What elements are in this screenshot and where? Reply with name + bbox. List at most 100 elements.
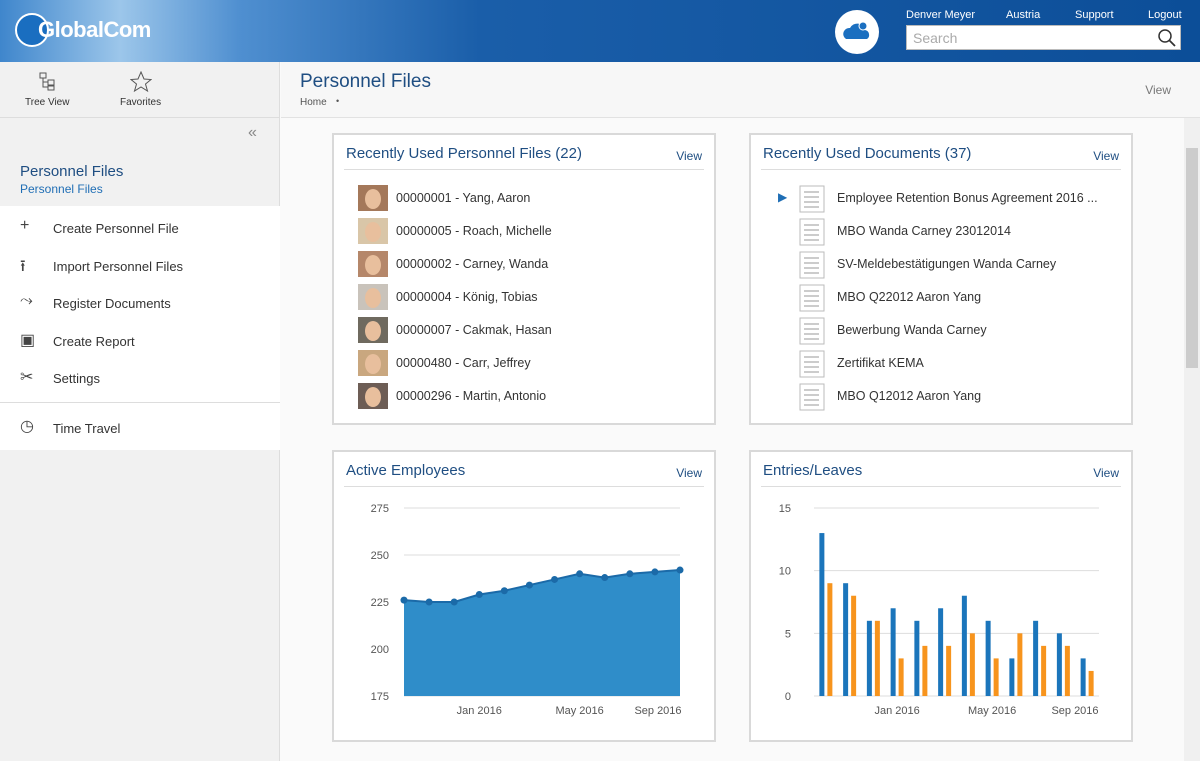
bar [922,645,928,696]
menu-label: Register Documents [53,296,171,311]
list-item[interactable]: 00000296 - Martin, Antonio [334,383,714,411]
menu-icon: ✂ [20,369,34,386]
y-tick-label: 250 [371,550,389,562]
menu-label: Settings [53,371,100,386]
list-item[interactable]: 00000004 - König, Tobias [334,284,714,312]
bar [874,620,880,696]
menu-icon: ◷ [20,418,34,435]
collapse-icon[interactable]: « [248,124,257,141]
scroll-thumb[interactable] [1186,148,1198,368]
list-item[interactable]: 00000480 - Carr, Jeffrey [334,350,714,378]
menu-item[interactable]: ▣ Create Report [0,324,280,361]
menu-item[interactable]: ✂ Settings [0,361,280,398]
list-item[interactable]: Bewerbung Wanda Carney [751,317,1131,345]
favorites[interactable]: Favorites [120,97,162,108]
menu-item[interactable]: + Create Personnel File [0,211,280,248]
x-tick-label: May 2016 [968,705,1016,717]
list-item[interactable]: MBO Q22012 Aaron Yang [751,284,1131,312]
item-label: 00000007 - Cakmak, Hasan [396,323,552,337]
header: GlobalCom Denver Meyer Austria Support L… [0,0,1200,62]
star-icon[interactable] [130,71,152,93]
menu-item[interactable]: ⤳ Register Documents [0,286,280,323]
menu-icon: ▣ [20,331,36,349]
panel-title: Recently Used Personnel Files (22) [346,145,582,162]
country-link[interactable]: Austria [1006,9,1041,21]
panel-view[interactable]: View [1093,466,1119,480]
search-placeholder: Search [913,30,958,46]
doc-icon [799,185,825,213]
cloud-icon[interactable] [834,9,880,55]
list-item[interactable]: ▶ Employee Retention Bonus Agreement 2016… [751,185,1131,213]
panel-view[interactable]: View [1093,149,1119,163]
avatar-face [365,354,381,374]
point [475,590,483,598]
menu-icon: ⭱ [20,257,26,275]
list-item[interactable]: MBO Wanda Carney 23012014 [751,218,1131,246]
panel: Recently Used Documents (37) View ▶ Employe… [749,133,1133,425]
list-item[interactable]: MBO Q12012 Aaron Yang [751,383,1131,411]
avatar-face [365,321,381,341]
point [500,587,508,595]
x-tick-label: May 2016 [555,705,603,717]
bar [843,583,849,696]
list-item[interactable]: Zertifikat KEMA [751,350,1131,378]
y-tick-label: 225 [371,597,389,609]
panel-title: Recently Used Documents (37) [763,145,972,162]
chart: 175 200 225 250 275 Jan 2016 May 2016 Sep 2016 [371,503,684,717]
avatar-face [365,222,381,242]
user-link[interactable]: Denver Meyer [906,9,976,21]
avatar [358,383,388,409]
y-tick-label: 275 [371,503,389,515]
panel-title: Entries/Leaves [763,462,863,479]
list-item[interactable]: 00000007 - Cakmak, Hasan [334,317,714,345]
list-item[interactable]: 00000002 - Carney, Wanda [334,251,714,279]
scrollbar[interactable] [1184,118,1200,761]
list-item[interactable]: SV-Meldebestätigungen Wanda Carney [751,251,1131,279]
breadcrumb[interactable]: Home [300,97,327,108]
panel-rule [344,486,704,487]
doc-page [799,383,825,411]
y-tick-label: 15 [779,503,791,515]
bar [1088,670,1094,696]
panel-view[interactable]: View [676,466,702,480]
panel-title: Active Employees [346,462,466,479]
bar [946,645,952,696]
point [425,598,433,606]
panel-view[interactable]: View [676,149,702,163]
point [651,568,659,576]
point [601,574,609,582]
line [403,569,681,603]
avatar [358,218,388,244]
doc-icon [799,350,825,378]
menu-item[interactable]: ◷ Time Travel [0,411,280,448]
doc-page [799,317,825,345]
doc-page [799,284,825,312]
avatar-face [365,189,381,209]
panel-rule [344,169,704,170]
doc-icon [799,218,825,246]
search-icon[interactable] [1157,28,1177,48]
x-tick-label: Sep 2016 [634,705,681,717]
support-link[interactable]: Support [1075,9,1114,21]
point [576,570,584,578]
item-label: 00000002 - Carney, Wanda [396,257,549,271]
bar [866,620,872,696]
search-box[interactable]: Search [906,25,1181,50]
y-tick-label: 200 [371,644,389,656]
list-item[interactable]: 00000005 - Roach, Michelle [334,218,714,246]
item-label: Employee Retention Bonus Agreement 2016 … [837,191,1098,205]
item-label: Bewerbung Wanda Carney [837,323,987,337]
item-label: MBO Q12012 Aaron Yang [837,389,982,403]
list-item[interactable]: 00000001 - Yang, Aaron [334,185,714,213]
avatar-face [365,255,381,275]
doc-page [799,350,825,378]
y-tick-label: 10 [779,566,791,578]
menu-item[interactable]: ⭱ Import Personnel Files [0,249,280,286]
logout-link[interactable]: Logout [1148,9,1182,21]
tree-view[interactable]: Tree View [25,97,70,108]
point [626,570,634,578]
tree-icon[interactable] [38,71,58,91]
item-label: SV-Meldebestätigungen Wanda Carney [837,257,1057,271]
view-link[interactable]: View [1145,83,1171,97]
logo[interactable]: GlobalCom [38,17,151,42]
